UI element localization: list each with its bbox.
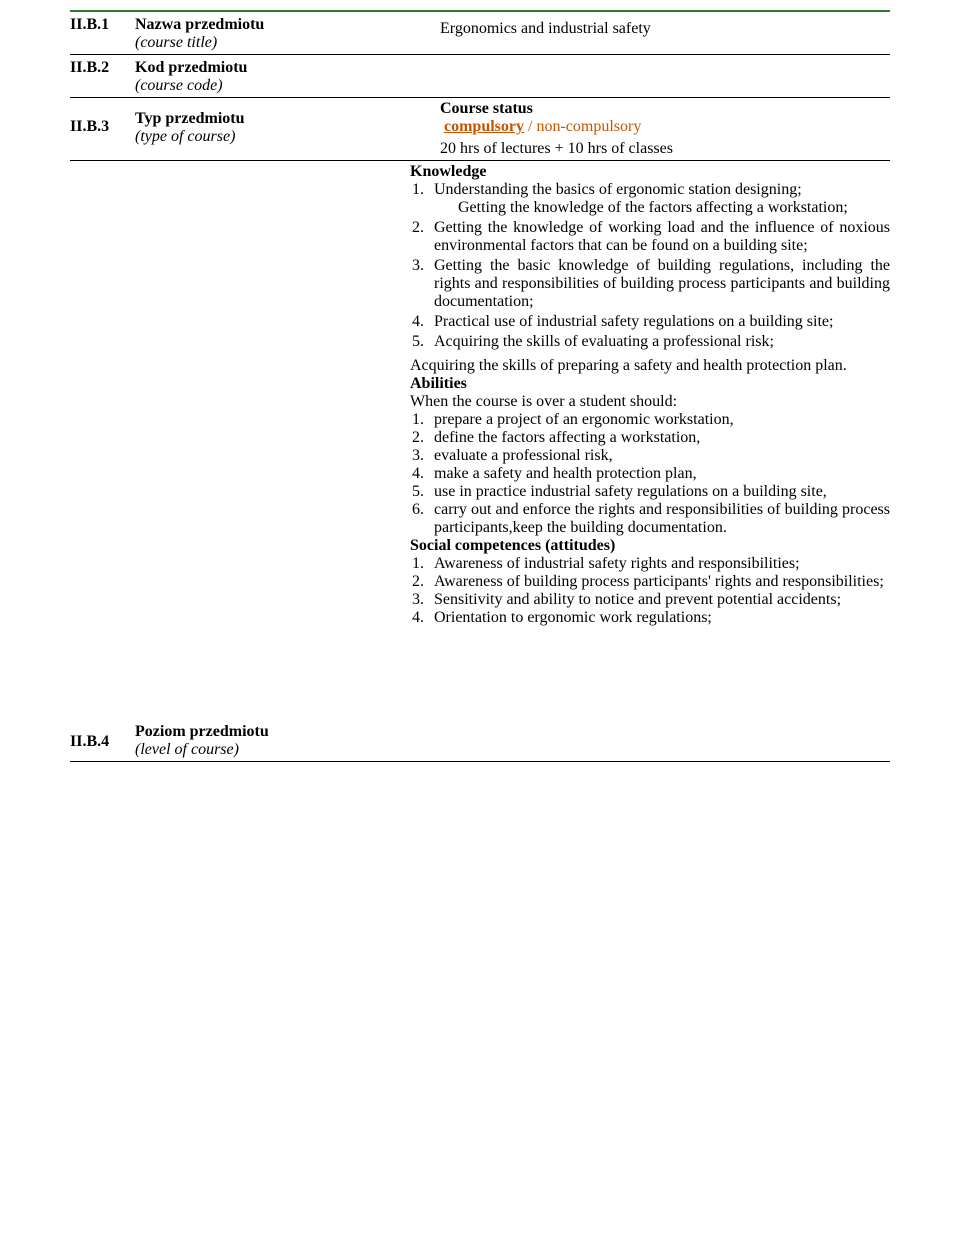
row-level-of-course: II.B.4 Poziom przedmiotu (level of cours…	[70, 160, 890, 762]
label-bold: Poziom przedmiotu	[135, 723, 315, 741]
row-id: II.B.4	[70, 163, 135, 759]
abilities-title: Abilities	[410, 375, 890, 393]
ability-item: make a safety and health protection plan…	[428, 465, 890, 483]
ability-item: carry out and enforce the rights and res…	[428, 501, 890, 537]
social-item: Sensitivity and ability to notice and pr…	[428, 591, 890, 609]
social-item: Orientation to ergonomic work regulation…	[428, 609, 890, 627]
course-status-value: compulsory / non-compulsory	[440, 118, 890, 136]
ability-item: use in practice industrial safety regula…	[428, 483, 890, 501]
abilities-list: prepare a project of an ergonomic workst…	[410, 411, 890, 537]
knowledge-title: Knowledge	[410, 163, 890, 181]
knowledge-list: Understanding the basics of ergonomic st…	[410, 181, 890, 351]
knowledge-item: Practical use of industrial safety regul…	[428, 313, 890, 331]
row-content: Course status compulsory / non-compulsor…	[315, 100, 890, 158]
row-content: Knowledge Understanding the basics of er…	[315, 163, 890, 759]
row-course-code: II.B.2 Kod przedmiotu (course code)	[70, 54, 890, 97]
row-label: Kod przedmiotu (course code)	[135, 57, 315, 95]
row-course-title: II.B.1 Nazwa przedmiotu (course title) E…	[70, 10, 890, 54]
row-id: II.B.1	[70, 14, 135, 52]
row-type-of-course: II.B.3 Typ przedmiotu (type of course) C…	[70, 97, 890, 160]
social-title: Social competences (attitudes)	[410, 537, 890, 555]
ability-item: define the factors affecting a workstati…	[428, 429, 890, 447]
label-italic: (course code)	[135, 77, 315, 95]
row-id: II.B.3	[70, 100, 135, 158]
ability-item: prepare a project of an ergonomic workst…	[428, 411, 890, 429]
social-item: Awareness of building process participan…	[428, 573, 890, 591]
abilities-intro: When the course is over a student should…	[410, 393, 890, 411]
knowledge-item: Understanding the basics of ergonomic st…	[428, 181, 890, 217]
knowledge-item: Getting the basic knowledge of building …	[428, 257, 890, 311]
label-bold: Nazwa przedmiotu	[135, 16, 315, 34]
status-rest: / non-compulsory	[524, 118, 641, 135]
row-label: Poziom przedmiotu (level of course)	[135, 163, 315, 759]
course-status-title: Course status	[440, 100, 890, 118]
label-italic: (type of course)	[135, 128, 315, 146]
ability-item: evaluate a professional risk,	[428, 447, 890, 465]
knowledge-subtext: Getting the knowledge of the factors aff…	[434, 199, 890, 217]
label-bold: Kod przedmiotu	[135, 59, 315, 77]
knowledge-item: Acquiring the skills of evaluating a pro…	[428, 333, 890, 351]
social-list: Awareness of industrial safety rights an…	[410, 555, 890, 627]
course-title-value: Ergonomics and industrial safety	[440, 20, 651, 37]
row-content	[315, 57, 890, 95]
status-compulsory: compulsory	[444, 118, 524, 135]
label-bold: Typ przedmiotu	[135, 110, 315, 128]
row-label: Nazwa przedmiotu (course title)	[135, 14, 315, 52]
row-content: Ergonomics and industrial safety	[315, 14, 890, 52]
knowledge-item: Getting the knowledge of working load an…	[428, 219, 890, 255]
acquiring-line: Acquiring the skills of preparing a safe…	[410, 357, 890, 375]
row-id: II.B.2	[70, 57, 135, 95]
social-item: Awareness of industrial safety rights an…	[428, 555, 890, 573]
knowledge-text: Understanding the basics of ergonomic st…	[434, 181, 802, 198]
course-hours: 20 hrs of lectures + 10 hrs of classes	[440, 140, 890, 158]
label-italic: (course title)	[135, 34, 315, 52]
label-italic: (level of course)	[135, 741, 315, 759]
row-label: Typ przedmiotu (type of course)	[135, 100, 315, 158]
